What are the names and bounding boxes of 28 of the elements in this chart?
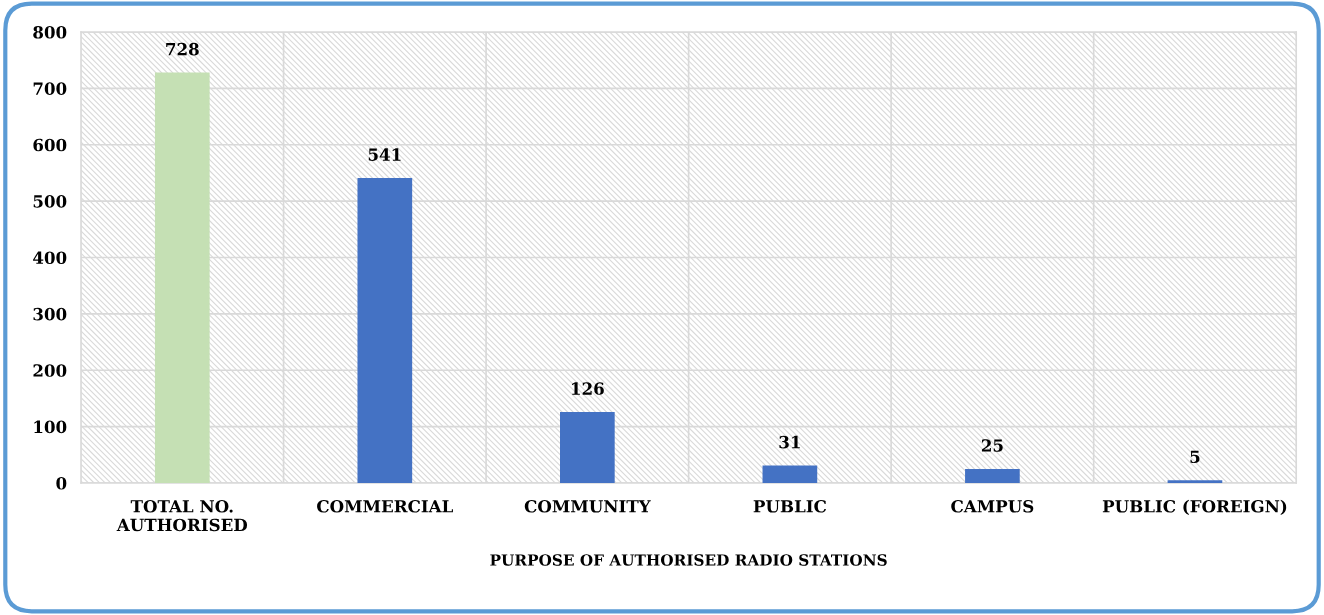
x-tick-label: COMMERCIAL [317, 499, 453, 513]
bar [1167, 480, 1223, 484]
x-tick-label: PUBLIC [753, 499, 826, 513]
data-label: 728 [166, 42, 199, 56]
bar [560, 411, 615, 484]
data-label: 126 [571, 382, 604, 395]
data-label: 5 [1190, 450, 1200, 464]
x-tick-label: COMMUNITY [524, 499, 651, 513]
y-tick-label: 200 [33, 364, 67, 377]
y-tick-label: 800 [33, 25, 67, 39]
bar [357, 178, 413, 484]
y-tick-label: 500 [33, 195, 67, 208]
y-tick-label: 700 [33, 82, 67, 95]
y-tick-label: 0 [56, 476, 67, 490]
bar [965, 468, 1020, 484]
x-tick-label: TOTAL NO. AUTHORISED [116, 499, 248, 532]
x-tick-label: CAMPUS [951, 499, 1034, 513]
bar [154, 72, 210, 484]
y-tick-label: 100 [34, 420, 67, 434]
y-tick-label: 600 [33, 138, 67, 152]
bar [762, 465, 818, 484]
x-tick-label: PUBLIC (FOREIGN) [1102, 499, 1287, 515]
data-label: 541 [368, 148, 401, 161]
y-tick-label: 400 [33, 251, 67, 265]
data-label: 25 [981, 439, 1003, 452]
y-tick-label: 300 [33, 307, 67, 321]
x-axis-title: PURPOSE OF AUTHORISED RADIO STATIONS [490, 554, 887, 566]
data-label: 31 [779, 435, 800, 449]
